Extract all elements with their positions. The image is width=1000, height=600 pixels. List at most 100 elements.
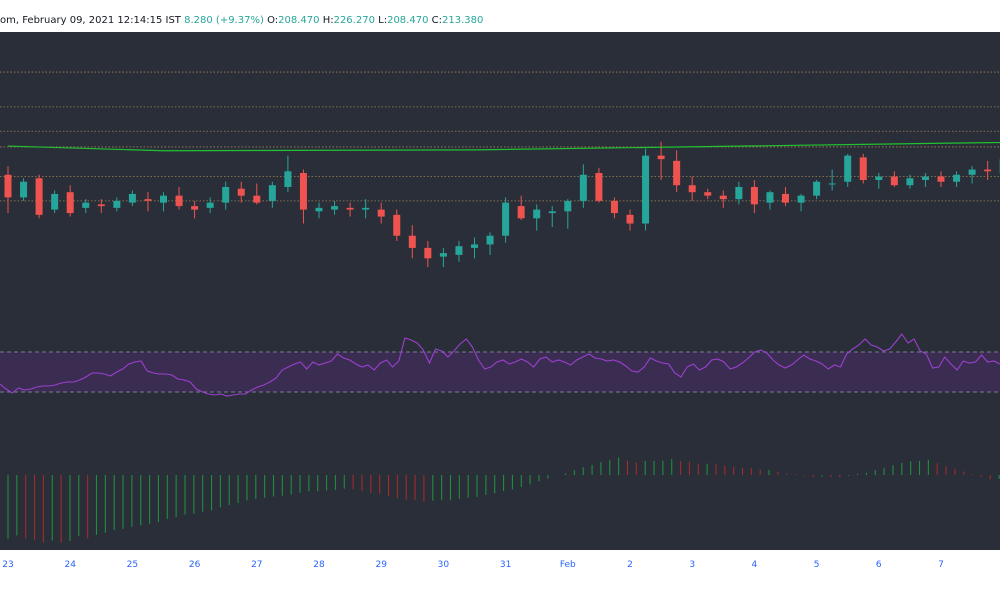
candle-body [626, 214, 634, 224]
high-label: H: [322, 15, 334, 26]
time-axis-label: 23 [2, 560, 13, 570]
candle-body [782, 193, 789, 203]
open-label: O: [267, 15, 279, 26]
time-axis-label: 29 [375, 560, 387, 570]
close-label: C: [431, 15, 442, 26]
candle [782, 186, 789, 207]
candle [750, 180, 758, 214]
candle-body [859, 157, 867, 180]
candle-body [362, 207, 370, 210]
candle [610, 197, 618, 219]
moving-average-line [7, 141, 1000, 152]
candle-body [315, 207, 323, 212]
candle [968, 166, 976, 184]
candle [688, 176, 696, 201]
candle-body [284, 171, 292, 187]
candle-body [51, 193, 59, 210]
candle [144, 192, 152, 212]
candle-body [424, 247, 432, 259]
rsi-line [0, 333, 1000, 397]
candle-body [331, 206, 339, 210]
candle-body [735, 186, 743, 200]
candle-body [828, 183, 836, 185]
candle-body [548, 211, 556, 214]
time-axis-label: 26 [189, 560, 201, 570]
candle [673, 150, 681, 193]
candle [984, 160, 992, 180]
price-pane[interactable] [0, 71, 1000, 268]
candle-body [408, 235, 416, 248]
open-value: 208.470 [278, 15, 320, 26]
candle [331, 200, 339, 215]
candle [408, 225, 416, 259]
candle-body [191, 206, 199, 210]
candle-body [486, 235, 494, 245]
candle [533, 204, 541, 231]
candle-body [766, 192, 774, 203]
candle [284, 155, 292, 193]
candle-body [533, 209, 541, 219]
candle-body [673, 160, 681, 186]
high-value: 226.270 [333, 15, 375, 26]
candle-body [517, 206, 525, 219]
candle-body [299, 173, 307, 210]
candle [813, 180, 821, 200]
candle [844, 153, 852, 187]
time-axis-label: 3 [689, 560, 695, 570]
candle [906, 174, 914, 189]
chart-canvas[interactable]: 23 24 25 26 27 28 29 30 31 Feb 2 3 4 5 6 7 [0, 32, 1000, 600]
time-axis-label: 7 [938, 560, 944, 570]
candle [35, 174, 43, 219]
histogram-pane[interactable] [7, 457, 1000, 543]
time-axis-label: 5 [814, 560, 820, 570]
candle-body [66, 192, 74, 214]
candle [953, 171, 961, 187]
time-axis-strip [0, 550, 1000, 600]
candle [206, 197, 214, 214]
candle [237, 181, 245, 203]
candle-body [82, 202, 90, 208]
low-label: L: [378, 15, 388, 26]
candle-body [875, 176, 883, 180]
candle-body [937, 176, 945, 182]
candle-body [206, 202, 214, 208]
candle-body [268, 185, 276, 201]
candle-body [20, 181, 28, 198]
time-axis-label: 27 [251, 560, 262, 570]
symbol-header: om, February 09, 2021 12:14:15 IST 8.280… [0, 0, 1000, 32]
candle-body [797, 195, 805, 203]
time-axis: 23 24 25 26 27 28 29 30 31 Feb 2 3 4 5 6 7 [0, 550, 1000, 600]
candle-body [704, 192, 712, 196]
candle-body [610, 200, 618, 214]
candle-body [502, 202, 510, 236]
candle [393, 209, 401, 241]
time-axis-label: 6 [876, 560, 882, 570]
candle-body [455, 246, 463, 255]
candle [20, 178, 28, 201]
time-axis-label: 25 [127, 560, 138, 570]
candle-body [595, 173, 603, 201]
ohlc-readout: om, February 09, 2021 12:14:15 IST 8.280… [0, 15, 483, 26]
candle [517, 195, 525, 221]
candle-body [813, 181, 821, 196]
price-change: 8.280 (+9.37%) [184, 15, 264, 26]
candle [937, 171, 945, 187]
symbol-title: om, February 09, 2021 12:14:15 IST [0, 15, 181, 26]
rsi-pane[interactable] [0, 333, 1000, 397]
candle [579, 164, 587, 208]
candle [766, 190, 774, 210]
candle [82, 199, 90, 214]
candle [719, 190, 727, 208]
candle [890, 171, 898, 187]
candle [51, 190, 59, 214]
candle [921, 173, 929, 187]
candle-body [657, 155, 665, 160]
time-axis-label: 28 [313, 560, 325, 570]
candle [191, 200, 199, 219]
time-axis-label: 4 [752, 560, 758, 570]
candle-body [160, 195, 167, 203]
candle-body [253, 195, 261, 203]
candle-body [393, 214, 401, 236]
candle [362, 199, 370, 219]
candle [97, 199, 105, 214]
